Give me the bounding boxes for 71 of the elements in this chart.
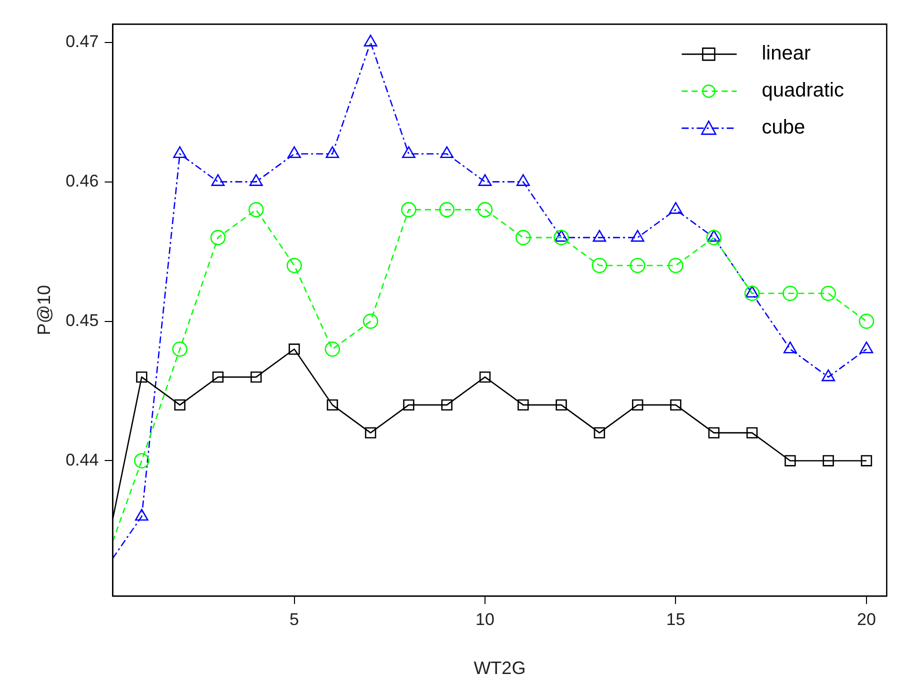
point: [362, 314, 378, 329]
point: [288, 146, 301, 158]
legend-label: quadratic: [762, 80, 844, 102]
point: [518, 399, 529, 411]
y-tick-label: 0.45: [66, 310, 99, 330]
point: [860, 342, 874, 354]
point: [440, 146, 454, 158]
point: [136, 371, 148, 383]
point: [250, 371, 262, 383]
point: [479, 371, 491, 383]
point: [822, 455, 834, 466]
legend-label: cube: [762, 116, 806, 139]
point: [288, 344, 300, 355]
point: [441, 399, 452, 411]
point: [249, 174, 263, 186]
x-tick-label: 20: [857, 610, 876, 629]
point: [173, 146, 187, 158]
point: [324, 342, 340, 357]
point: [783, 342, 797, 354]
point: [401, 202, 416, 218]
point: [592, 230, 606, 242]
point: [364, 427, 376, 438]
point: [212, 371, 224, 383]
point: [594, 427, 606, 438]
y-tick-label: 0.44: [66, 450, 99, 470]
point: [668, 258, 684, 274]
point: [326, 399, 338, 411]
point: [439, 202, 455, 218]
y-axis-title: P@10: [34, 284, 54, 336]
point: [745, 286, 759, 298]
point: [820, 286, 836, 302]
point: [556, 399, 567, 411]
point: [706, 230, 722, 246]
point: [708, 427, 720, 438]
point: [210, 230, 226, 246]
y-tick-label: 0.46: [66, 171, 99, 190]
point: [592, 258, 608, 274]
point: [554, 230, 569, 246]
x-tick-label: 10: [476, 610, 494, 629]
point: [248, 202, 264, 218]
point: [174, 399, 186, 411]
point: [172, 342, 188, 357]
point: [782, 286, 798, 302]
point: [364, 34, 378, 46]
point: [707, 230, 721, 242]
x-axis-title: WT2G: [474, 658, 526, 678]
point: [860, 455, 872, 466]
point: [670, 399, 682, 411]
x-tick-label: 15: [666, 610, 686, 629]
point: [669, 202, 682, 214]
point: [326, 146, 340, 158]
point: [554, 230, 568, 242]
point: [632, 399, 644, 411]
point: [744, 286, 760, 302]
point: [286, 258, 302, 274]
point: [746, 427, 758, 438]
point: [477, 202, 493, 218]
point: [516, 230, 531, 246]
point: [478, 174, 492, 186]
legend-label: linear: [762, 42, 811, 65]
point: [402, 146, 416, 158]
point: [211, 174, 225, 186]
point: [784, 455, 796, 466]
point: [630, 258, 646, 274]
point: [858, 314, 874, 329]
x-tick-label: 5: [290, 610, 300, 629]
point: [403, 399, 414, 411]
point: [630, 230, 644, 242]
point: [134, 453, 150, 468]
point: [516, 174, 530, 186]
y-tick-label: 0.47: [66, 32, 99, 52]
